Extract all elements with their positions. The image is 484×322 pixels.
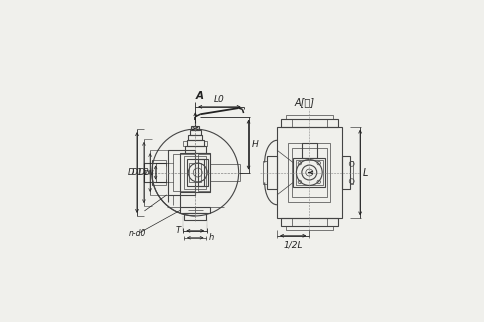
- Text: D: D: [127, 168, 134, 177]
- Bar: [183, 141, 186, 146]
- Bar: [276, 127, 341, 218]
- Text: L: L: [363, 167, 368, 177]
- Text: A: A: [196, 90, 203, 100]
- Text: A[向]: A[向]: [294, 97, 314, 107]
- Bar: [280, 218, 337, 226]
- Bar: [144, 163, 152, 182]
- Text: L0: L0: [214, 95, 225, 104]
- Bar: [152, 160, 165, 185]
- Bar: [184, 147, 205, 153]
- Bar: [186, 140, 203, 147]
- Bar: [186, 159, 203, 186]
- Bar: [287, 143, 330, 202]
- Bar: [173, 154, 195, 191]
- Bar: [295, 160, 322, 185]
- Bar: [197, 154, 210, 191]
- Bar: [188, 135, 202, 140]
- Text: D1: D1: [132, 168, 142, 177]
- Bar: [266, 156, 276, 189]
- Text: T: T: [175, 226, 181, 235]
- Text: h: h: [208, 233, 213, 242]
- Bar: [285, 226, 332, 230]
- Text: DN: DN: [144, 169, 154, 175]
- Bar: [189, 163, 201, 183]
- Text: D2: D2: [138, 168, 149, 177]
- Bar: [197, 159, 207, 186]
- Bar: [285, 115, 332, 119]
- Bar: [203, 141, 207, 146]
- Bar: [280, 119, 337, 127]
- Bar: [180, 207, 210, 213]
- Text: H: H: [251, 140, 258, 149]
- Bar: [180, 153, 210, 192]
- Text: n-d0: n-d0: [129, 229, 146, 238]
- Bar: [291, 148, 326, 197]
- Bar: [189, 130, 200, 135]
- Bar: [167, 150, 195, 195]
- Bar: [263, 161, 266, 185]
- Bar: [349, 161, 352, 185]
- Bar: [184, 213, 206, 220]
- Bar: [341, 156, 349, 189]
- Bar: [301, 143, 316, 158]
- Bar: [191, 126, 199, 130]
- Bar: [293, 158, 325, 187]
- Bar: [184, 156, 206, 189]
- Text: 1/2L: 1/2L: [283, 240, 302, 249]
